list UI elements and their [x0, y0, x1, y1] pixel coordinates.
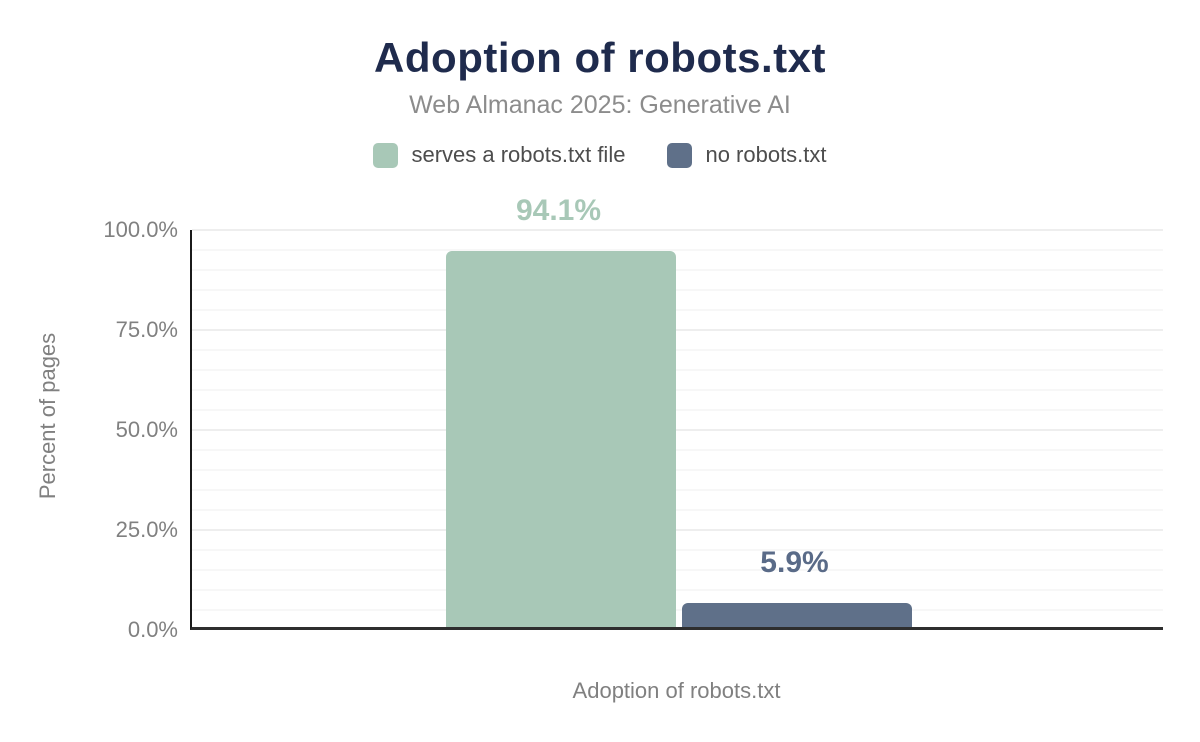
minor-gridline: [192, 349, 1163, 351]
x-axis-title: Adoption of robots.txt: [572, 678, 781, 703]
minor-gridline: [192, 569, 1163, 571]
minor-gridline: [192, 409, 1163, 411]
y-axis-title: Percent of pages: [35, 332, 60, 500]
y-tick-label: 50.0%: [115, 417, 178, 442]
major-gridline: [192, 229, 1163, 231]
minor-gridline: [192, 489, 1163, 491]
minor-gridline: [192, 389, 1163, 391]
value-label: 94.1%: [515, 193, 602, 227]
major-gridline: [192, 329, 1163, 331]
minor-gridline: [192, 369, 1163, 371]
chart-subtitle: Web Almanac 2025: Generative AI: [409, 91, 791, 119]
minor-gridline: [192, 589, 1163, 591]
minor-gridline: [192, 249, 1163, 251]
major-gridline: [192, 529, 1163, 531]
minor-gridline: [192, 609, 1163, 611]
minor-gridline: [192, 269, 1163, 271]
minor-gridline: [192, 289, 1163, 291]
major-gridline: [192, 429, 1163, 431]
minor-gridline: [192, 469, 1163, 471]
legend: serves a robots.txt file no robots.txt: [0, 142, 1200, 168]
legend-swatch-icon: [667, 142, 693, 168]
y-tick-label: 75.0%: [115, 317, 178, 342]
y-tick-label: 100.0%: [103, 217, 178, 242]
y-tick-label: 25.0%: [115, 517, 178, 542]
bar-no-robots-txt[interactable]: [681, 603, 912, 627]
legend-label: serves a robots.txt file: [411, 142, 626, 167]
minor-gridline: [192, 449, 1163, 451]
bar-serves-robots-txt[interactable]: [445, 250, 676, 627]
plot-area: [190, 229, 1163, 630]
legend-swatch-icon: [373, 142, 399, 168]
y-tick-label: 0.0%: [127, 617, 178, 642]
minor-gridline: [192, 509, 1163, 511]
legend-item-1[interactable]: no robots.txt: [667, 142, 827, 168]
value-label: 5.9%: [760, 546, 829, 580]
legend-label: no robots.txt: [705, 142, 827, 167]
minor-gridline: [192, 549, 1163, 551]
minor-gridline: [192, 309, 1163, 311]
legend-item-0[interactable]: serves a robots.txt file: [373, 142, 625, 168]
chart-title: Adoption of robots.txt: [374, 34, 826, 81]
